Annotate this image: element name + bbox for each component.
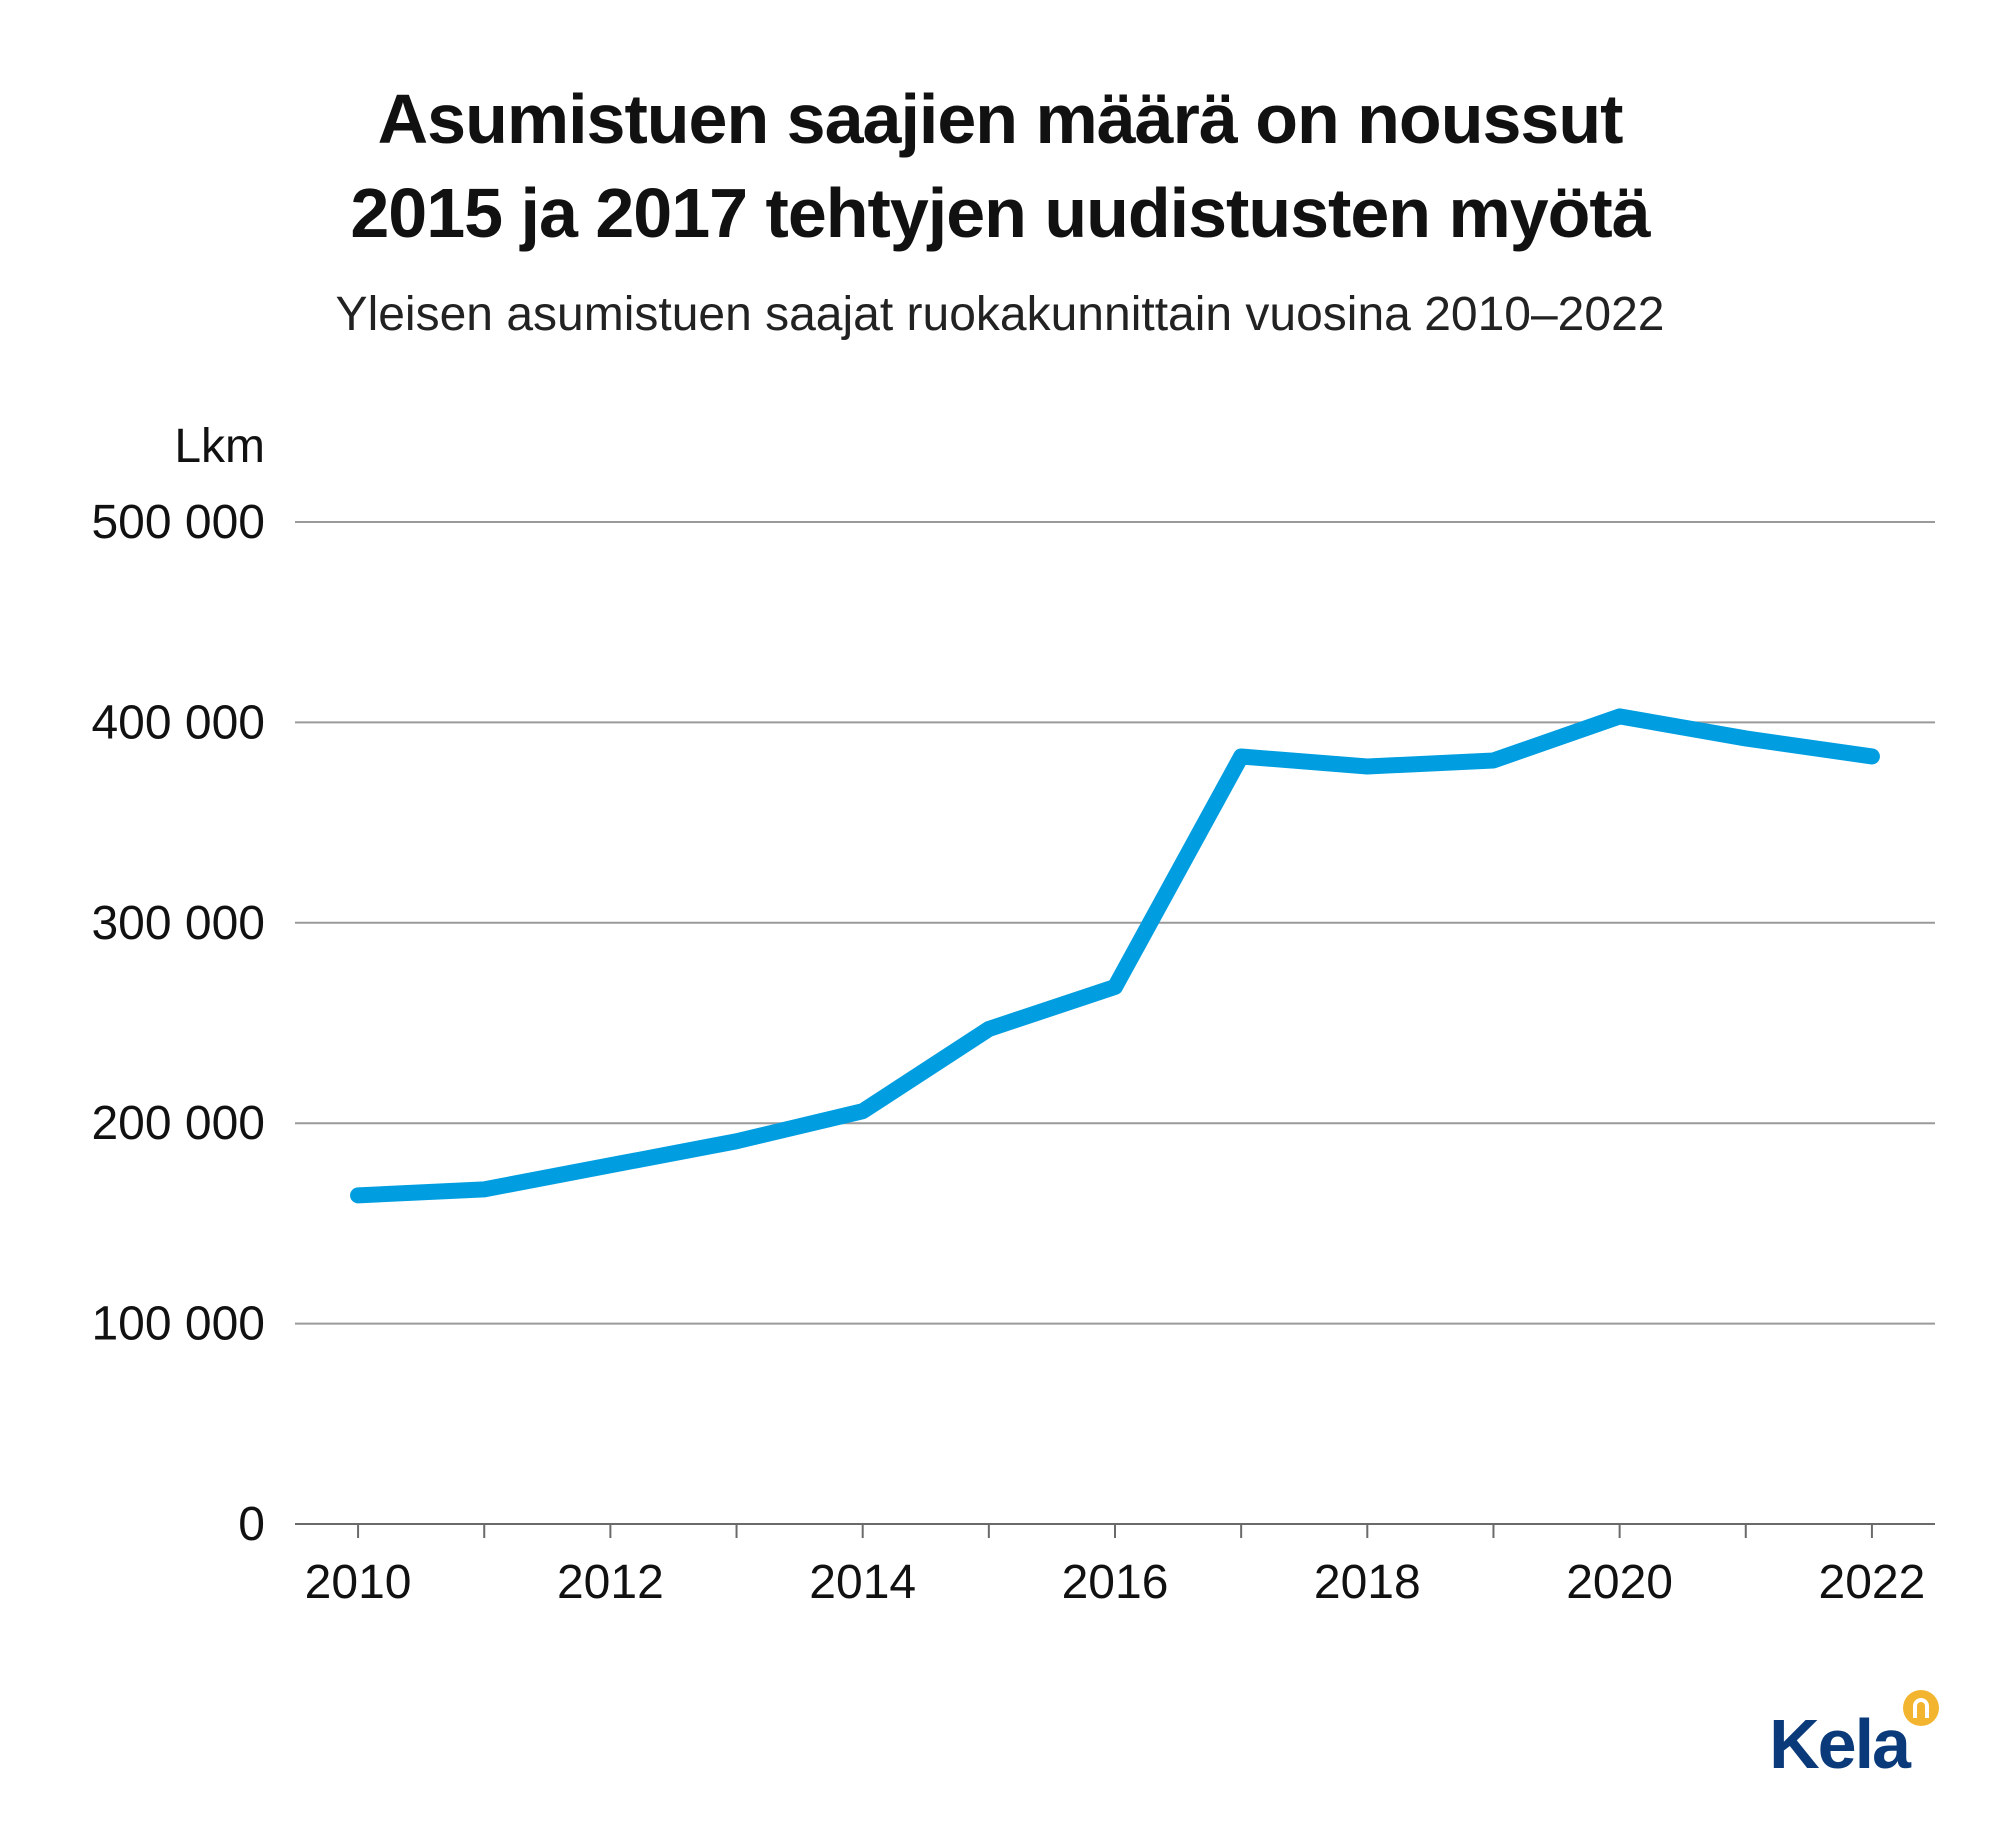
y-tick-label: 100 000 [91,1298,265,1351]
y-axis-tick-labels: 0 100 000 200 000 300 000 400 000 500 000 [91,496,265,1551]
data-point [736,1140,738,1142]
data-point [1492,759,1494,761]
data-point [357,1194,359,1196]
y-tick-label: 0 [238,1498,265,1551]
chart-subtitle: Yleisen asumistuen saajat ruokakunnittai… [335,288,1665,341]
data-point [1114,986,1116,988]
kela-logo: Kela [1739,1690,1939,1800]
y-axis-label: Lkm [174,420,265,473]
x-tick-label: 2016 [1062,1556,1169,1609]
data-point [988,1028,990,1030]
x-tick-label: 2014 [809,1556,916,1609]
chart-title-line-1: Asumistuen saajien määrä on noussut [377,80,1624,158]
y-tick-label: 400 000 [91,696,265,749]
brand-name: Kela [1769,1705,1911,1783]
data-point [1619,715,1621,717]
x-tick-label: 2020 [1566,1556,1673,1609]
data-point [609,1164,611,1166]
x-tick-label: 2012 [557,1556,664,1609]
data-series [350,708,1880,1204]
chart-title-line-2: 2015 ja 2017 tehtyjen uudistusten myötä [350,174,1650,252]
kela-logo-mark-icon [1903,1690,1939,1726]
gridlines [295,521,1935,1325]
data-point [1871,755,1873,757]
y-tick-label: 500 000 [91,496,265,549]
data-point [1366,765,1368,767]
x-axis [295,1523,1935,1538]
data-point [1240,755,1242,757]
y-tick-label: 300 000 [91,897,265,950]
data-point [483,1188,485,1190]
data-point [1745,737,1747,739]
y-tick-label: 200 000 [91,1097,265,1150]
x-tick-label: 2010 [305,1556,412,1609]
x-axis-tick-labels: 2010 2012 2014 2016 2018 2020 2022 [305,1556,1926,1609]
x-tick-label: 2022 [1819,1556,1926,1609]
data-point [862,1110,864,1112]
series-line [350,708,1880,1204]
x-tick-label: 2018 [1314,1556,1421,1609]
